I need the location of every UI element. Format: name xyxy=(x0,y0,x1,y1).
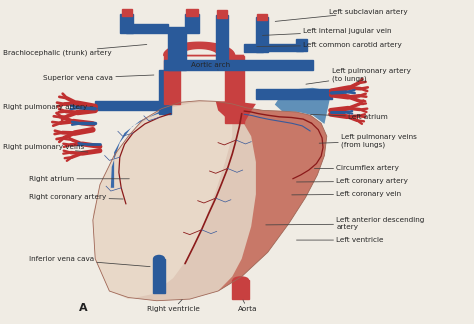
Polygon shape xyxy=(296,40,307,51)
Text: Inferior vena cava: Inferior vena cava xyxy=(29,256,150,267)
Polygon shape xyxy=(232,280,249,299)
Ellipse shape xyxy=(233,276,249,283)
Text: Left common carotid artery: Left common carotid artery xyxy=(257,42,402,48)
Polygon shape xyxy=(218,104,327,291)
Polygon shape xyxy=(256,17,268,52)
Text: Left atrium: Left atrium xyxy=(310,114,388,120)
Text: Right atrium: Right atrium xyxy=(29,176,129,182)
Text: Left subclavian artery: Left subclavian artery xyxy=(275,9,408,21)
Polygon shape xyxy=(95,101,166,110)
Text: Left coronary vein: Left coronary vein xyxy=(292,191,401,197)
Text: Superior vena cava: Superior vena cava xyxy=(43,75,154,81)
Polygon shape xyxy=(126,24,168,33)
Polygon shape xyxy=(225,55,244,123)
Text: Left anterior descending
artery: Left anterior descending artery xyxy=(266,217,425,230)
Text: Circumflex artery: Circumflex artery xyxy=(314,166,399,171)
Polygon shape xyxy=(256,89,331,99)
Text: Brachiocephalic (trunk) artery: Brachiocephalic (trunk) artery xyxy=(3,44,147,55)
Ellipse shape xyxy=(153,255,165,263)
Text: Left pulmonary veins
(from lungs): Left pulmonary veins (from lungs) xyxy=(319,134,417,148)
Polygon shape xyxy=(164,42,244,55)
Text: Right pulmonary veins: Right pulmonary veins xyxy=(3,145,88,152)
Polygon shape xyxy=(168,27,186,70)
Polygon shape xyxy=(159,70,171,114)
Polygon shape xyxy=(216,15,228,62)
Text: A: A xyxy=(79,303,88,313)
Polygon shape xyxy=(263,44,303,51)
Polygon shape xyxy=(93,101,232,299)
Polygon shape xyxy=(185,14,199,33)
Polygon shape xyxy=(186,9,198,16)
Polygon shape xyxy=(120,14,133,33)
Polygon shape xyxy=(93,101,327,301)
Text: Right ventricle: Right ventricle xyxy=(147,299,200,312)
Polygon shape xyxy=(257,14,267,20)
Polygon shape xyxy=(275,88,331,124)
Polygon shape xyxy=(153,259,165,293)
Text: Aorta: Aorta xyxy=(237,300,257,312)
Text: Right pulmonary artery: Right pulmonary artery xyxy=(3,103,93,110)
Text: Left pulmonary artery
(to lungs): Left pulmonary artery (to lungs) xyxy=(306,68,410,84)
Polygon shape xyxy=(122,9,132,16)
Polygon shape xyxy=(164,60,313,70)
Text: Right coronary artery: Right coronary artery xyxy=(29,194,123,201)
Polygon shape xyxy=(216,101,256,123)
Polygon shape xyxy=(217,10,227,18)
Polygon shape xyxy=(244,44,263,52)
Text: Left coronary artery: Left coronary artery xyxy=(297,178,408,184)
Text: Aortic arch: Aortic arch xyxy=(191,62,230,70)
Polygon shape xyxy=(164,52,180,104)
Polygon shape xyxy=(111,78,173,188)
Text: Left internal jugular vein: Left internal jugular vein xyxy=(263,28,392,35)
Text: Left ventricle: Left ventricle xyxy=(297,237,384,243)
